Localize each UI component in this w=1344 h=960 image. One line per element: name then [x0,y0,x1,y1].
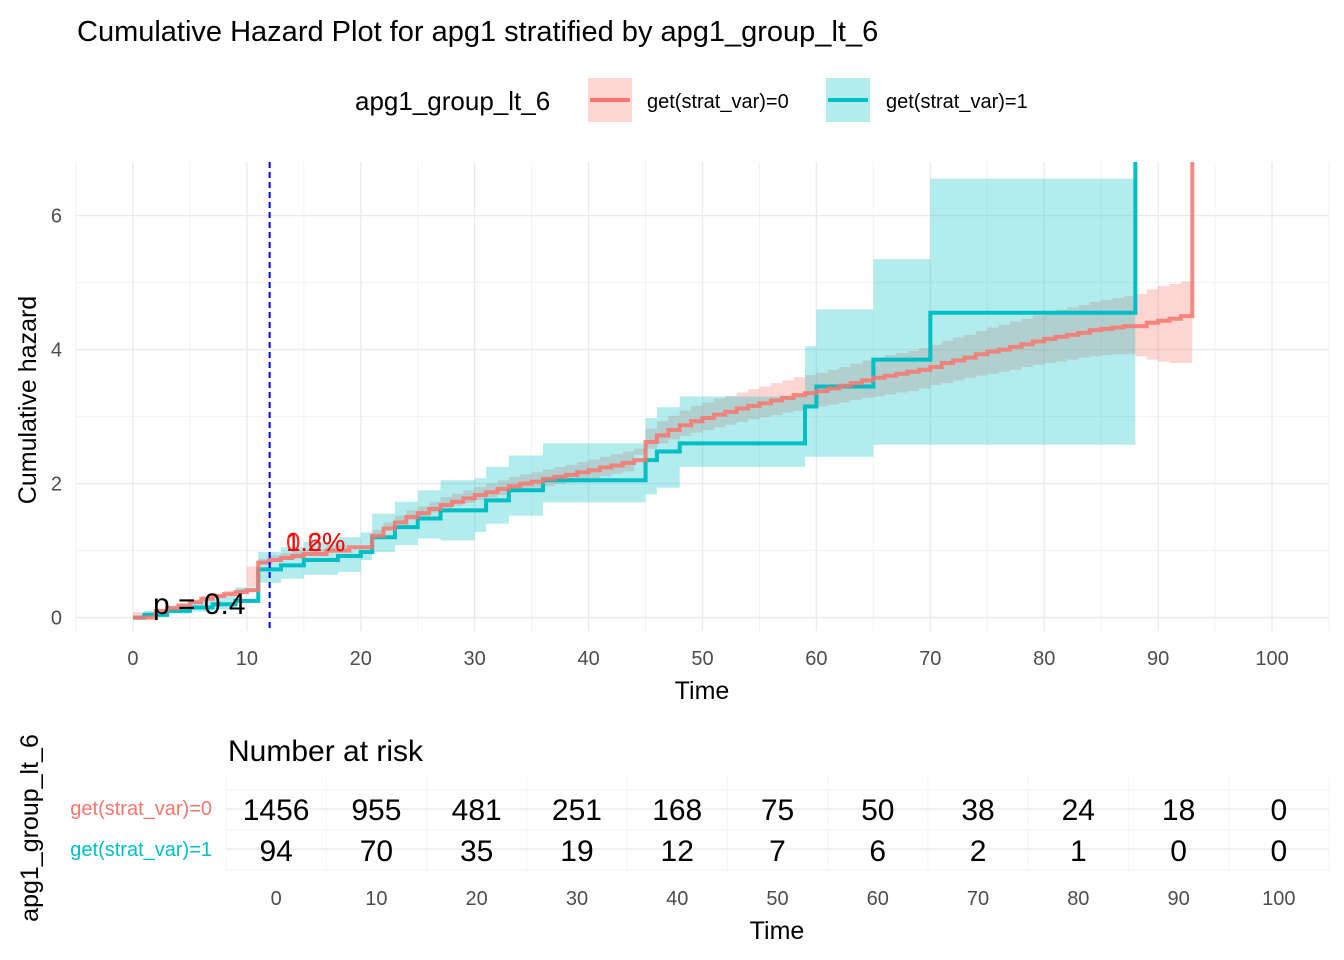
risk-x-tick-label: 80 [1067,888,1089,910]
x-tick-label: 100 [1255,648,1288,670]
risk-x-tick-label: 0 [271,888,282,910]
risk-value-stratum-1: 0 [1271,835,1288,868]
risk-table-values: 1456 955 481 251 168 75 50 38 24 18 0 94 70 35 19 12 7 6 2… [243,794,1287,868]
y-tick-label: 2 [51,474,62,496]
risk-value-stratum-0: 24 [1062,794,1095,827]
pct-label-2: 0.6% [286,527,345,557]
risk-x-tick-label: 20 [466,888,488,910]
risk-table-row-label-0: get(strat_var)=0 [70,798,212,820]
risk-value-stratum-1: 6 [869,835,886,868]
risk-value-stratum-0: 38 [961,794,994,827]
legend-label-stratum-0: get(strat_var)=0 [647,91,789,113]
chart-title: Cumulative Hazard Plot for apg1 stratifi… [77,16,878,48]
risk-value-stratum-1: 7 [769,835,786,868]
risk-value-stratum-0: 75 [761,794,794,827]
ci-ribbon-stratum-0 [132,281,1193,618]
grid-major [76,162,1329,631]
legend: apg1_group_lt_6 get(strat_var)=0 get(str… [355,78,1028,122]
p-value-label: p = 0.4 [153,588,246,621]
risk-x-tick-label: 40 [666,888,688,910]
risk-x-tick-label: 60 [867,888,889,910]
y-tick-label: 4 [51,340,62,362]
hazard-step-lines [132,162,1195,620]
risk-x-tick-label: 50 [766,888,788,910]
y-tick-label: 0 [51,608,62,630]
risk-value-stratum-1: 70 [360,835,393,868]
x-axis-label: Time [675,677,730,705]
risk-value-stratum-0: 251 [552,794,602,827]
risk-value-stratum-1: 19 [560,835,593,868]
risk-x-tick-label: 30 [566,888,588,910]
y-tick-label: 6 [51,206,62,228]
risk-table-y-axis-label: apg1_group_lt_6 [16,734,44,922]
risk-value-stratum-1: 2 [970,835,987,868]
legend-item-stratum-0: get(strat_var)=0 [588,78,789,122]
risk-value-stratum-1: 0 [1170,835,1187,868]
risk-table: Number at risk get(strat_var)=0 get(stra… [16,734,1330,945]
grid-minor [75,162,1330,631]
risk-value-stratum-0: 0 [1271,794,1288,827]
y-axis-label: Cumulative hazard [14,296,42,504]
step-line-stratum-0 [132,162,1195,620]
risk-table-title: Number at risk [228,735,424,768]
x-tick-label: 70 [919,648,941,670]
y-tick-labels: 0 2 4 6 [51,206,62,630]
risk-value-stratum-1: 94 [259,835,292,868]
risk-value-stratum-0: 1456 [243,794,310,827]
risk-table-grid [225,775,1330,873]
risk-value-stratum-1: 1 [1070,835,1087,868]
risk-x-tick-label: 100 [1262,888,1295,910]
x-tick-label: 60 [805,648,827,670]
risk-value-stratum-0: 50 [861,794,894,827]
x-tick-labels: 0 10 20 30 40 50 60 70 80 90 100 [127,648,1288,670]
legend-title: apg1_group_lt_6 [355,86,550,116]
risk-table-x-tick-labels: 0 10 20 30 40 50 60 70 80 90 100 [271,888,1296,910]
risk-value-stratum-1: 12 [661,835,694,868]
plot-panel: 0 10 20 30 40 50 60 70 80 90 100 0 2 4 6 1.2% 0.6% p … [51,162,1330,670]
risk-value-stratum-0: 18 [1162,794,1195,827]
risk-x-tick-label: 70 [967,888,989,910]
risk-table-row-label-1: get(strat_var)=1 [70,839,212,861]
pct-label-1: 1.2% [286,527,345,557]
x-tick-label: 30 [464,648,486,670]
x-tick-label: 90 [1147,648,1169,670]
legend-label-stratum-1: get(strat_var)=1 [886,91,1028,113]
confidence-ribbons [132,178,1193,618]
risk-value-stratum-0: 955 [351,794,401,827]
x-tick-label: 80 [1033,648,1055,670]
x-tick-label: 40 [577,648,599,670]
x-tick-label: 20 [350,648,372,670]
risk-value-stratum-0: 168 [652,794,702,827]
risk-value-stratum-0: 481 [452,794,502,827]
ci-ribbon-stratum-1 [132,178,1136,618]
x-tick-label: 10 [236,648,258,670]
risk-x-tick-label: 10 [365,888,387,910]
legend-item-stratum-1: get(strat_var)=1 [826,78,1028,122]
risk-table-x-axis-label: Time [750,917,805,945]
risk-x-tick-label: 90 [1167,888,1189,910]
x-tick-label: 50 [691,648,713,670]
risk-value-stratum-1: 35 [460,835,493,868]
x-tick-label: 0 [127,648,138,670]
